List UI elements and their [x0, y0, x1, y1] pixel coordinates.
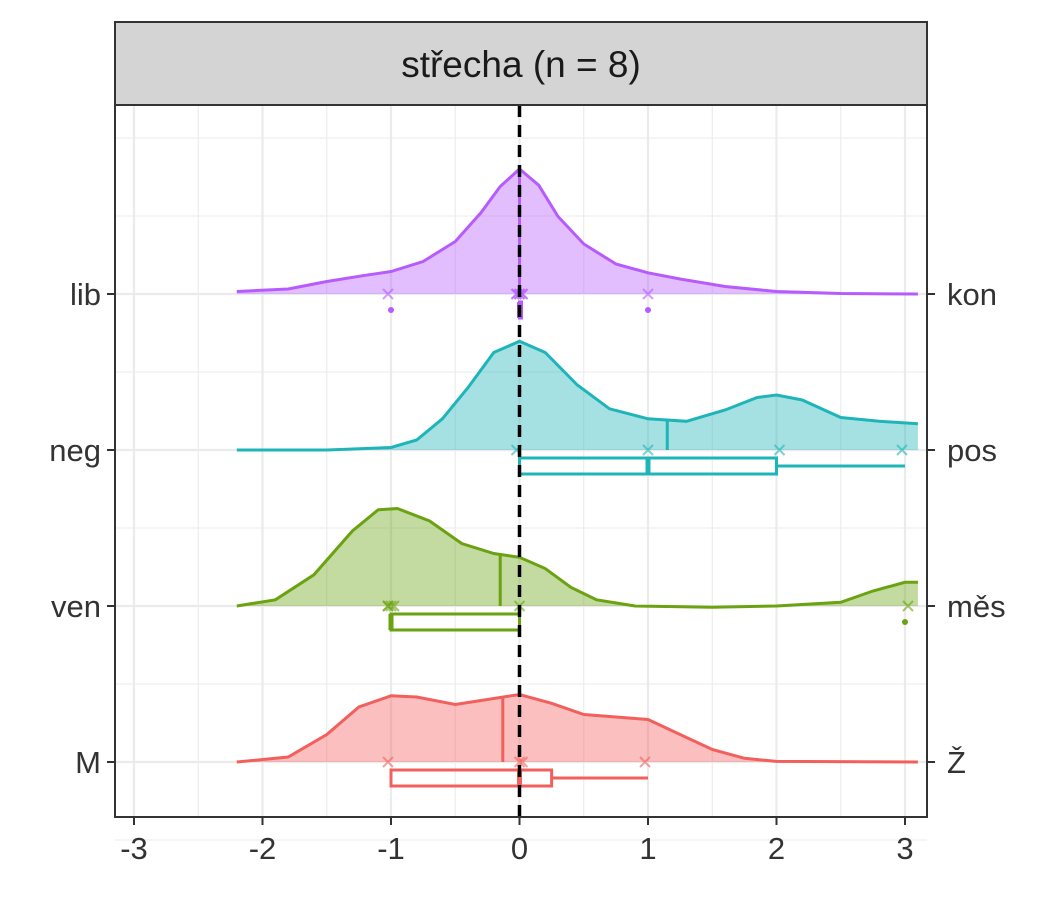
observation-mark	[382, 288, 394, 300]
x-tick-label: 3	[896, 831, 913, 866]
x-tick-label: -2	[249, 831, 277, 866]
density-curve	[236, 692, 918, 764]
observation-mark	[385, 600, 397, 612]
y-tick-label-right: kon	[947, 277, 997, 312]
density-curve	[236, 339, 918, 452]
axes: -3 -2 -1 0 1 2 3 lib kon neg pos ven měs M Ž	[49, 277, 1005, 866]
x-tick-label: 0	[511, 831, 528, 866]
x-tick-label: 1	[639, 831, 656, 866]
density-area	[236, 694, 918, 762]
observation-mark	[382, 756, 394, 768]
y-tick-label-right: Ž	[947, 745, 966, 780]
density-curve	[236, 167, 918, 296]
box-iqr	[389, 768, 554, 788]
y-tick-label-left: ven	[51, 589, 101, 624]
facet-strip-background	[114, 21, 928, 106]
ridge-row	[236, 506, 918, 632]
ridge-row	[236, 692, 918, 788]
density-curve	[236, 506, 918, 609]
box-outlier	[388, 307, 394, 313]
observation-mark	[773, 444, 786, 456]
y-tick-label-right: měs	[947, 589, 1006, 624]
observation-mark	[642, 444, 654, 456]
y-tick-label-right: pos	[947, 433, 997, 468]
facet-strip: střecha (n = 8)	[114, 21, 928, 106]
density-area	[236, 508, 918, 608]
y-tick-label-left: lib	[70, 277, 101, 312]
observation-mark	[639, 756, 651, 768]
y-tick-label-left: M	[75, 745, 101, 780]
x-tick-label: -3	[120, 831, 148, 866]
observation-mark	[382, 600, 394, 612]
x-tick-label: -1	[377, 831, 405, 866]
observation-mark	[896, 444, 908, 456]
density-area	[236, 341, 918, 450]
observation-mark	[513, 756, 526, 768]
facet-title: střecha (n = 8)	[401, 44, 641, 85]
x-tick-label: 2	[768, 831, 785, 866]
observation-mark	[642, 288, 654, 300]
panel-border	[114, 104, 928, 818]
density-area	[236, 169, 918, 294]
box-outlier	[902, 619, 908, 625]
ridges	[236, 167, 918, 788]
y-tick-label-left: neg	[49, 433, 101, 468]
box-outlier	[645, 307, 651, 313]
observation-mark	[902, 600, 914, 612]
